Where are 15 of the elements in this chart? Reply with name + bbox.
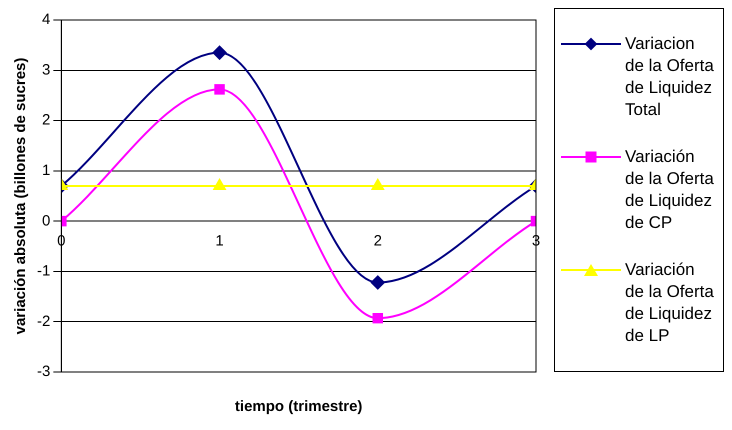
- x-tick-label: 1: [215, 232, 224, 250]
- y-axis-title: variación absoluta (billones de sucres): [12, 58, 30, 334]
- legend-label: Variación de la Oferta de Liquidez de LP: [625, 258, 715, 347]
- legend-label: Variación de la Oferta de Liquidez de CP: [625, 146, 715, 234]
- y-tick-label: -3: [36, 363, 50, 380]
- legend-label: Variacion de la Oferta de Liquidez Total: [625, 33, 715, 122]
- x-axis-title: tiempo (trimestre): [234, 398, 362, 416]
- y-tick-label: 3: [42, 61, 50, 78]
- y-tick-label: 4: [42, 11, 50, 28]
- y-tick-label: 1: [42, 162, 50, 179]
- y-tick-label: 2: [42, 112, 50, 129]
- y-tick-label: -1: [36, 262, 50, 280]
- y-tick-label: -2: [36, 312, 50, 330]
- y-tick-label: 0: [42, 212, 50, 230]
- x-tick-label: 2: [374, 232, 382, 250]
